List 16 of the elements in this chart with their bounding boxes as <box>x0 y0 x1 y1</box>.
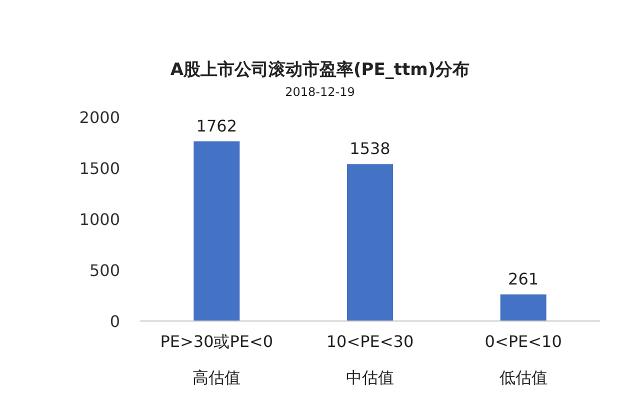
x-tick-label: 10<PE<30 中估值 <box>326 332 414 387</box>
data-label: 1538 <box>350 139 390 158</box>
y-tick-label: 500 <box>89 261 120 280</box>
y-tick-label: 1000 <box>79 210 120 229</box>
y-tick-label: 0 <box>110 312 120 331</box>
data-label: 1762 <box>196 116 238 136</box>
data-label: 261 <box>508 269 539 288</box>
y-tick-label: 1500 <box>79 159 120 178</box>
bar <box>500 294 546 321</box>
x-tick-label: 0<PE<10 低估值 <box>484 332 562 387</box>
chart-title: A股上市公司滚动市盈率(PE_ttm)分布 <box>170 60 470 80</box>
bar <box>194 141 240 321</box>
y-tick-label: 2000 <box>79 108 120 127</box>
chart-subtitle: 2018-12-19 <box>285 85 355 99</box>
x-tick-label: PE>30或PE<0 高估值 <box>160 332 274 387</box>
bar <box>347 164 393 321</box>
